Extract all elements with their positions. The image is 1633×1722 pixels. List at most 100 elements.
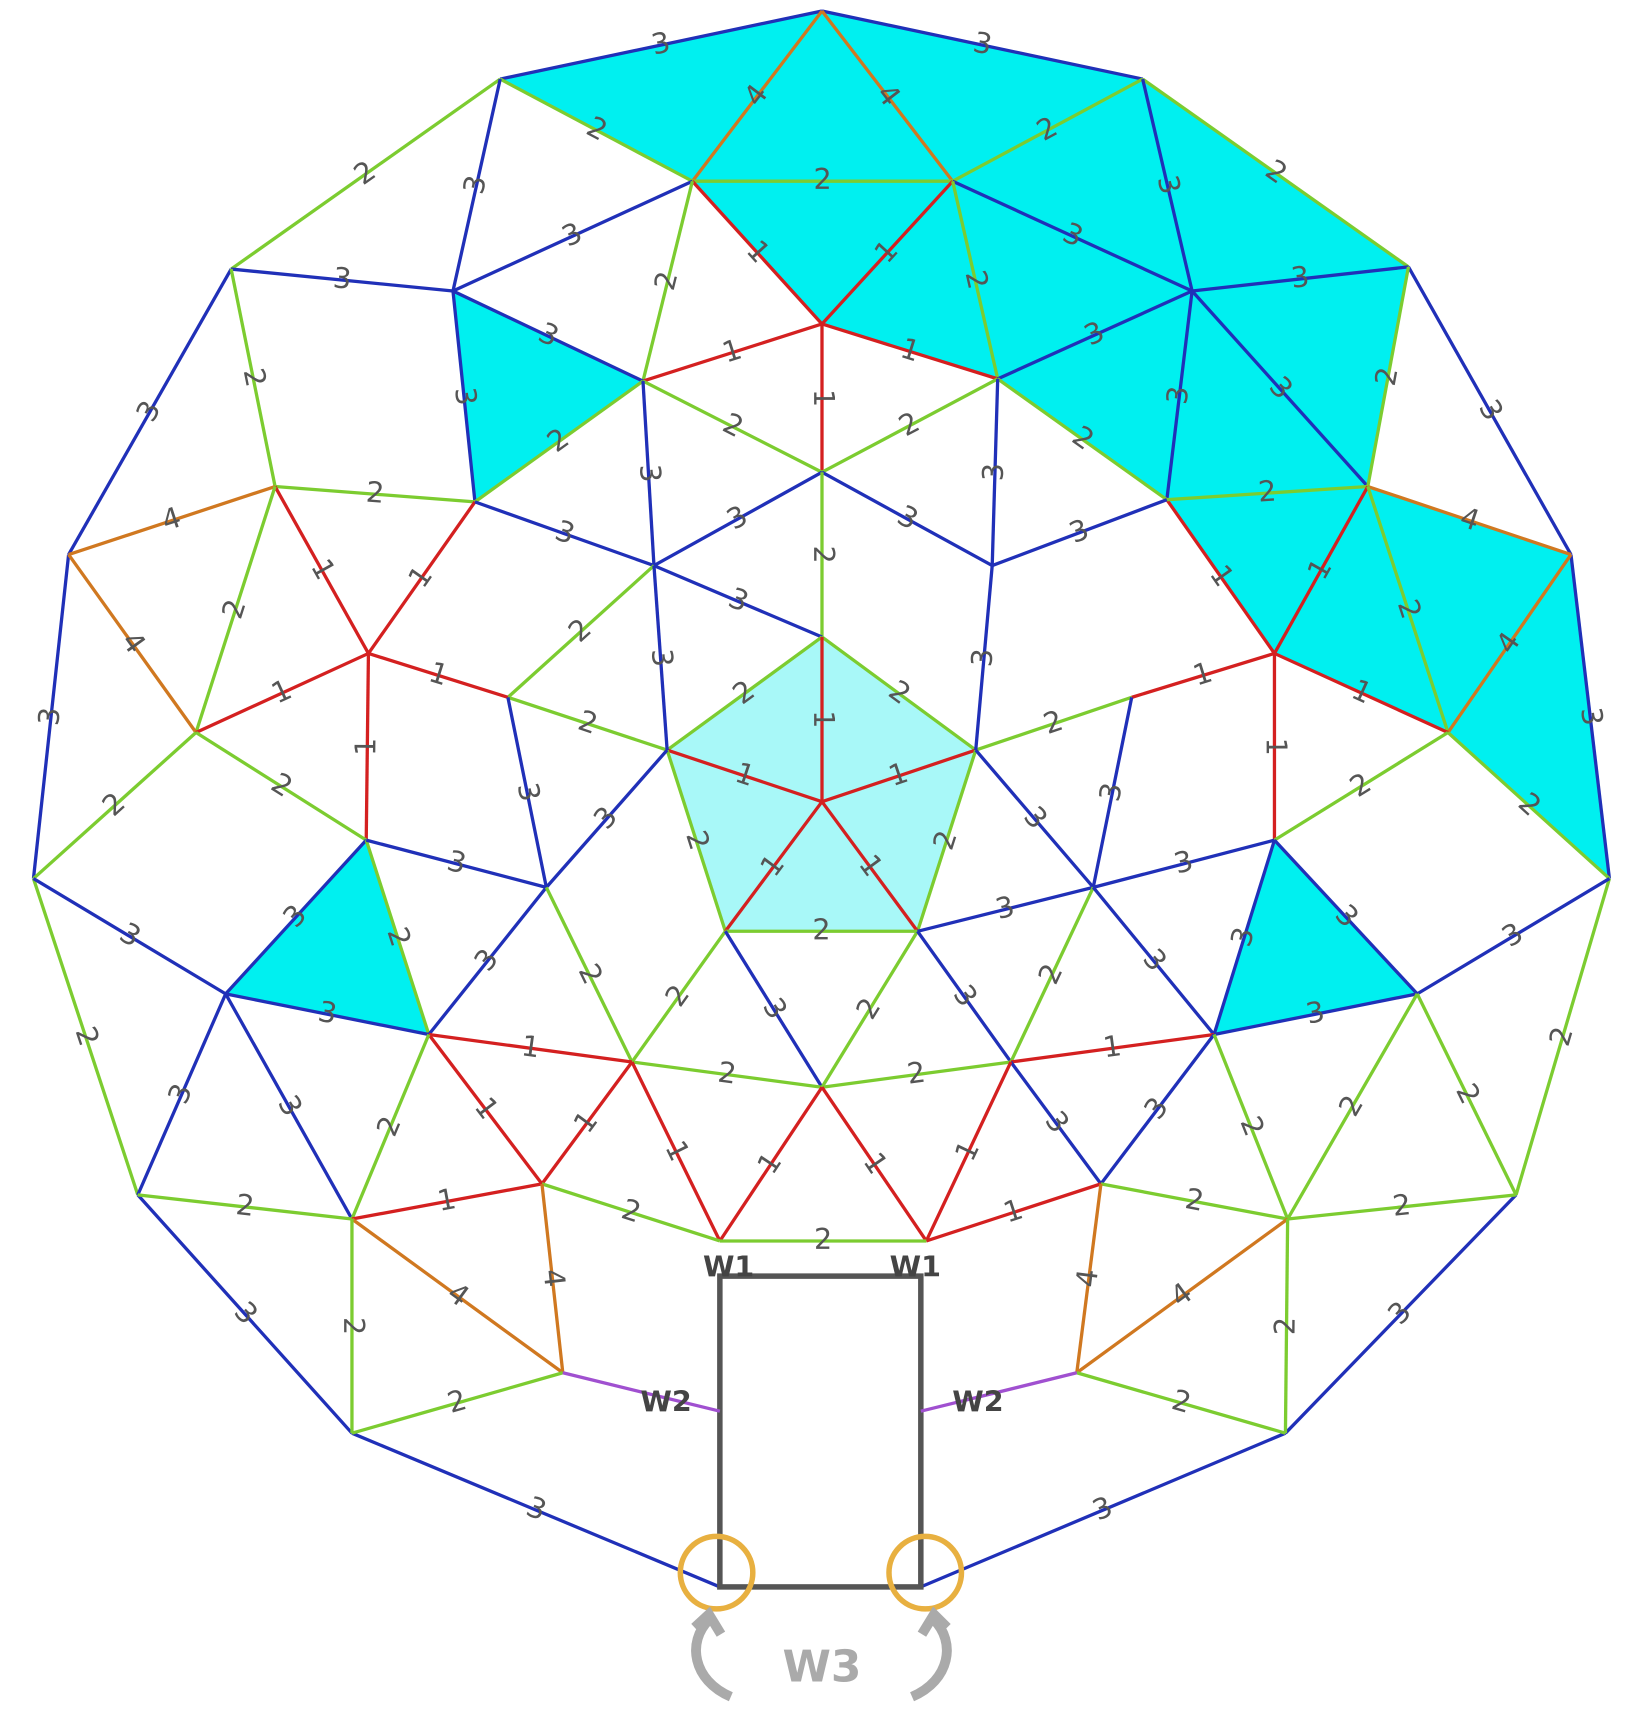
- strut: [1100, 1182, 1288, 1221]
- strut: [951, 179, 1193, 293]
- strut-label: 2: [658, 978, 696, 1013]
- strut: [820, 800, 919, 933]
- strut-label: 2: [574, 703, 602, 741]
- w3-joint: [886, 1533, 965, 1612]
- strut: [499, 9, 823, 81]
- panel: [1214, 840, 1418, 1035]
- strut: [1009, 886, 1095, 1063]
- strut-label: 3: [964, 647, 999, 668]
- w1-label: W1: [703, 1249, 754, 1283]
- strut-label: 3: [271, 1089, 310, 1121]
- strut: [195, 731, 368, 842]
- strut: [641, 180, 695, 382]
- strut-label: 3: [721, 498, 753, 537]
- strut: [631, 1060, 823, 1089]
- w1-label: W1: [890, 1249, 941, 1283]
- strut-label: 3: [992, 889, 1018, 926]
- strut-label: 2: [1331, 1089, 1370, 1122]
- panel: [1447, 554, 1610, 879]
- strut-label: 3: [1087, 1489, 1117, 1527]
- strut: [1166, 484, 1368, 502]
- strut: [32, 877, 227, 996]
- strut-label: 2: [849, 992, 887, 1025]
- strut: [473, 379, 644, 504]
- strut: [821, 635, 977, 752]
- strut: [990, 378, 1000, 566]
- strut-label: 3: [456, 172, 493, 197]
- strut-label: 1: [401, 559, 439, 593]
- strut: [1099, 1033, 1216, 1185]
- strut-label: 3: [1289, 259, 1311, 295]
- strut-label: 1: [348, 737, 382, 756]
- strut-label: 2: [369, 1111, 407, 1141]
- strut-label: 2: [1183, 1181, 1207, 1218]
- strut: [427, 1033, 544, 1185]
- strut: [925, 1182, 1102, 1243]
- strut: [975, 695, 1133, 752]
- strut-label: 4: [1069, 1267, 1105, 1289]
- strut-label: 2: [234, 1187, 256, 1223]
- strut: [820, 9, 954, 183]
- strut: [724, 800, 824, 933]
- panel: [1142, 79, 1409, 292]
- strut: [67, 553, 198, 734]
- strut-label: 3: [892, 498, 924, 537]
- strut-label: 2: [1343, 765, 1376, 803]
- w2-strut: [920, 1371, 1078, 1413]
- strut: [920, 1431, 1287, 1589]
- strut-label: 2: [814, 1222, 832, 1256]
- strut: [1415, 993, 1518, 1196]
- strut-label: 2: [1031, 958, 1070, 989]
- strut: [1283, 1219, 1290, 1434]
- strut-label: 3: [1496, 915, 1529, 954]
- strut: [1010, 1032, 1215, 1064]
- strut: [821, 9, 1144, 81]
- strut-label: 1: [750, 1146, 788, 1180]
- w2-label: W2: [640, 1385, 691, 1419]
- strut: [364, 653, 371, 841]
- strut-label: 2: [337, 1317, 371, 1335]
- strut: [642, 322, 823, 383]
- strut: [137, 1193, 353, 1221]
- strut: [1092, 838, 1275, 889]
- strut: [951, 180, 1000, 380]
- strut-label: 3: [332, 260, 353, 296]
- strut-label: 4: [536, 1267, 572, 1289]
- strut: [1514, 878, 1611, 1196]
- strut: [1091, 697, 1134, 888]
- strut: [691, 180, 824, 326]
- strut: [224, 993, 354, 1220]
- strut: [642, 379, 823, 474]
- strut: [691, 9, 824, 183]
- strut: [451, 290, 477, 503]
- strut-label: 1: [1101, 1028, 1124, 1064]
- strut: [996, 377, 1168, 502]
- strut: [1091, 886, 1216, 1036]
- panel: [997, 291, 1193, 500]
- strut-label: 3: [511, 780, 548, 805]
- strut: [541, 1182, 721, 1243]
- strut: [452, 289, 644, 383]
- strut: [653, 470, 823, 568]
- strut-label: 3: [1160, 384, 1196, 406]
- strut-label: 2: [905, 1055, 928, 1091]
- strut-label: 2: [716, 1055, 738, 1091]
- strut: [1273, 485, 1370, 655]
- strut: [666, 748, 823, 804]
- strut: [229, 268, 277, 487]
- strut: [230, 77, 502, 271]
- strut: [274, 484, 476, 504]
- strut-label: 2: [1257, 474, 1277, 509]
- strut: [428, 1032, 633, 1064]
- strut: [507, 695, 668, 752]
- strut: [1190, 289, 1370, 488]
- strut-label: 3: [129, 395, 168, 428]
- strut-label: 2: [1234, 1111, 1272, 1140]
- strut: [67, 268, 233, 556]
- strut: [630, 1061, 722, 1242]
- door-frame: [717, 1273, 924, 1590]
- strut-label: 3: [947, 978, 985, 1013]
- strut: [1366, 485, 1450, 734]
- strut-label: 2: [215, 595, 253, 623]
- strut-label: 1: [266, 672, 297, 710]
